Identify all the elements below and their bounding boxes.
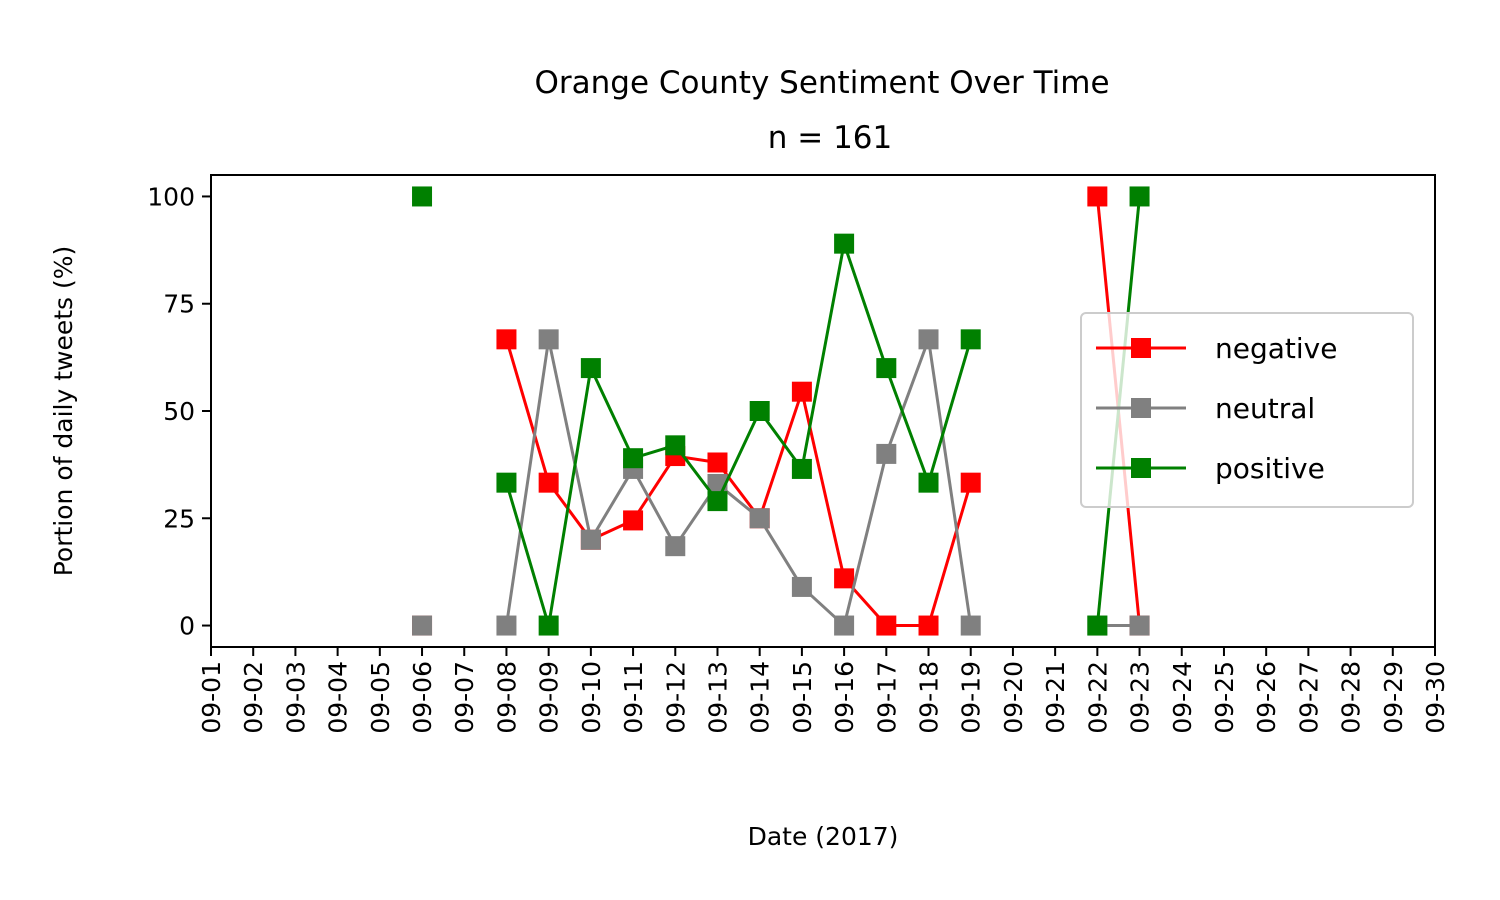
y-tick-label: 75 — [163, 290, 195, 319]
data-point-negative — [707, 452, 728, 473]
data-point-positive — [707, 491, 728, 512]
x-tick-label: 09-15 — [788, 661, 817, 734]
y-tick-label: 25 — [163, 504, 195, 533]
x-tick-label: 09-26 — [1252, 661, 1281, 734]
x-axis-label: Date (2017) — [748, 822, 899, 851]
data-point-positive — [791, 458, 812, 479]
x-tick-label: 09-07 — [450, 661, 479, 734]
x-tick-label: 09-30 — [1421, 661, 1450, 734]
legend-marker-positive — [1131, 458, 1151, 478]
y-tick-label: 50 — [163, 397, 195, 426]
x-tick-label: 09-20 — [999, 661, 1028, 734]
data-point-positive — [623, 448, 644, 469]
data-point-positive — [538, 615, 559, 636]
legend-label-positive: positive — [1215, 452, 1325, 485]
data-point-negative — [876, 615, 897, 636]
series-line-positive — [505, 242, 973, 628]
x-tick-label: 09-08 — [492, 661, 521, 734]
x-tick-label: 09-18 — [915, 661, 944, 734]
x-tick-label: 09-27 — [1294, 661, 1323, 734]
x-tick-label: 09-14 — [746, 661, 775, 734]
data-point-neutral — [538, 329, 559, 350]
x-tick-label: 09-03 — [281, 661, 310, 734]
data-point-negative — [496, 329, 517, 350]
data-point-negative — [623, 510, 644, 531]
legend: negative neutral positive — [1080, 312, 1414, 508]
data-point-positive — [580, 358, 601, 379]
x-tick-label: 09-06 — [408, 661, 437, 734]
legend-label-negative: negative — [1215, 332, 1337, 365]
x-tick-label: 09-01 — [197, 661, 226, 734]
data-point-positive — [665, 435, 686, 456]
x-tick-label: 09-16 — [830, 661, 859, 734]
legend-marker-neutral — [1131, 398, 1151, 418]
series-line-negative — [505, 338, 973, 628]
x-tick-label: 09-24 — [1168, 661, 1197, 734]
x-tick-label: 09-21 — [1041, 661, 1070, 734]
data-point-neutral — [580, 529, 601, 550]
data-point-negative — [538, 472, 559, 493]
plot-frame — [210, 174, 1436, 648]
data-point-positive — [496, 472, 517, 493]
series-line-neutral — [504, 337, 973, 628]
data-point-neutral — [749, 508, 770, 529]
chart-subtitle: n = 161 — [768, 120, 893, 156]
x-tick-label: 09-11 — [619, 661, 648, 734]
x-tick-label: 09-04 — [324, 661, 353, 734]
x-tick-label: 09-12 — [661, 661, 690, 734]
data-point-neutral — [1129, 615, 1150, 636]
data-point-positive — [1129, 186, 1150, 207]
legend-box — [1080, 312, 1414, 508]
data-point-negative — [960, 472, 981, 493]
x-tick-label: 09-22 — [1083, 661, 1112, 734]
y-tick-label: 0 — [179, 612, 195, 641]
x-tick-label: 09-23 — [1126, 661, 1155, 734]
x-tick-label: 09-13 — [703, 661, 732, 734]
y-axis-label: Portion of daily tweets (%) — [49, 246, 78, 577]
data-point-positive — [960, 329, 981, 350]
data-point-negative — [918, 615, 939, 636]
data-point-negative — [791, 381, 812, 402]
data-point-neutral — [496, 615, 517, 636]
data-point-positive — [412, 186, 433, 207]
data-point-negative — [1087, 186, 1108, 207]
x-tick-label: 09-28 — [1337, 661, 1366, 734]
x-tick-label: 09-29 — [1379, 661, 1408, 734]
x-tick-label: 09-10 — [577, 661, 606, 734]
data-point-neutral — [876, 443, 897, 464]
x-tick-label: 09-09 — [535, 661, 564, 734]
data-point-neutral — [834, 615, 855, 636]
chart-title: Orange County Sentiment Over Time — [534, 65, 1109, 101]
data-point-negative — [834, 568, 855, 589]
legend-marker-negative — [1131, 338, 1151, 358]
data-point-positive — [876, 358, 897, 379]
data-point-positive — [834, 233, 855, 254]
data-point-positive — [918, 472, 939, 493]
x-tick-label: 09-17 — [872, 661, 901, 734]
data-point-neutral — [918, 329, 939, 350]
legend-label-neutral: neutral — [1215, 392, 1315, 425]
data-point-neutral — [960, 615, 981, 636]
x-tick-label: 09-19 — [957, 661, 986, 734]
data-point-neutral — [412, 615, 433, 636]
data-point-neutral — [665, 536, 686, 557]
x-tick-label: 09-05 — [366, 661, 395, 734]
data-point-positive — [1087, 615, 1108, 636]
y-tick-label: 100 — [147, 182, 195, 211]
x-tick-label: 09-02 — [239, 661, 268, 734]
data-point-positive — [749, 401, 770, 421]
x-tick-label: 09-25 — [1210, 661, 1239, 734]
series-negative — [412, 186, 1150, 636]
series-positive — [412, 186, 1150, 636]
series-neutral — [412, 329, 1150, 636]
data-point-neutral — [791, 576, 812, 597]
